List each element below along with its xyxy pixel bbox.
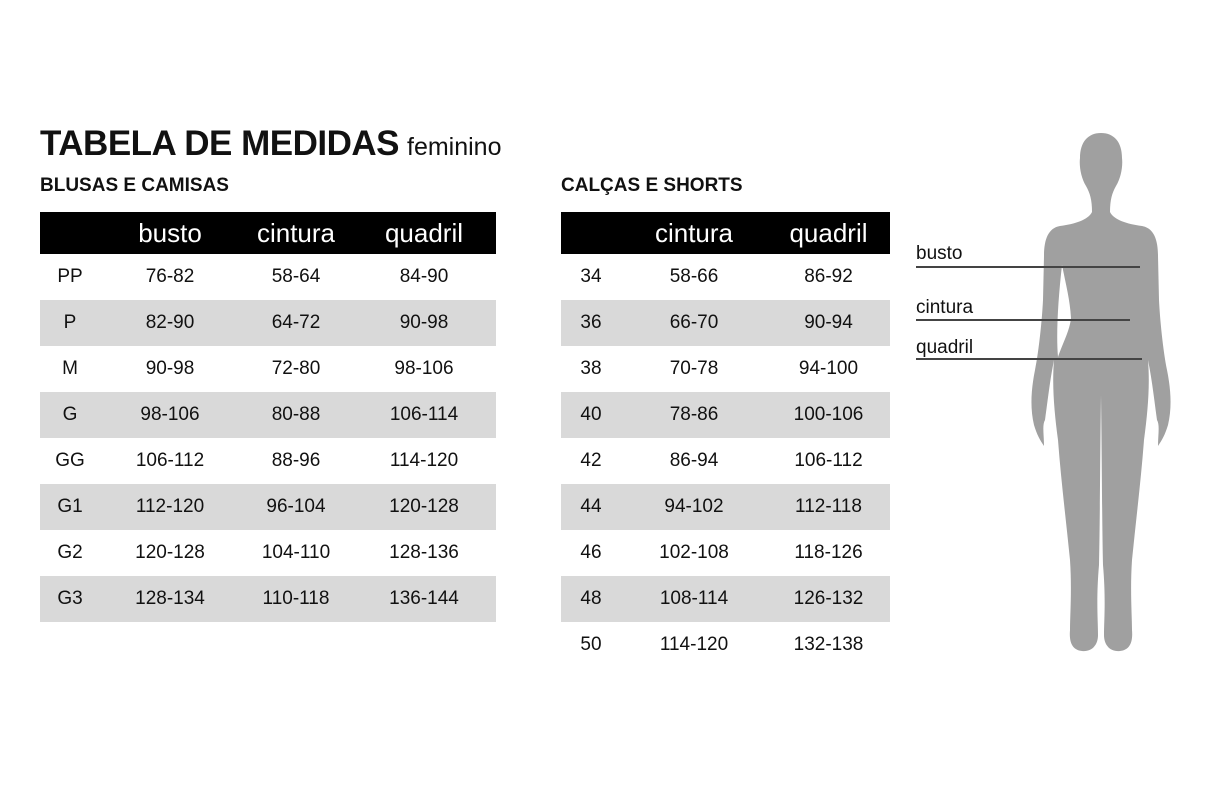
measure-cell: 132-138	[793, 634, 864, 655]
measure-cell: 82-90	[100, 300, 240, 346]
measure-cell: 120-128	[352, 484, 496, 530]
measure-cell: 126-132	[767, 576, 890, 622]
table-row: 40 78-86 100-106	[561, 392, 890, 438]
measure-cell: 90-94	[767, 300, 890, 346]
table-row: 42 86-94 106-112	[561, 438, 890, 484]
size-cell: 48	[561, 576, 621, 622]
measure-cell: 86-94	[669, 450, 719, 471]
column-header	[40, 212, 100, 254]
measure-cell: 100-106	[767, 392, 890, 438]
measure-cell: 104-110	[261, 542, 331, 563]
table-row: 44 94-102 112-118	[561, 484, 890, 530]
measure-cell: 106-114	[352, 392, 496, 438]
column-header: cintura	[621, 212, 767, 254]
measure-cell: 94-100	[798, 358, 859, 379]
table-row: GG 106-112 88-96 114-120	[40, 438, 496, 484]
size-cell: G2	[57, 542, 83, 563]
title-main: TABELA DE MEDIDAS	[40, 124, 400, 163]
measure-cell: 80-88	[240, 392, 352, 438]
table-row: 36 66-70 90-94	[561, 300, 890, 346]
measure-cell: 86-92	[804, 266, 853, 287]
cintura-line	[916, 319, 1130, 321]
page-title: TABELA DE MEDIDAS feminino	[40, 124, 502, 164]
table-row: M 90-98 72-80 98-106	[40, 346, 496, 392]
measure-cell: 94-102	[621, 484, 767, 530]
table-row: G2 120-128 104-110 128-136	[40, 530, 496, 576]
size-cell: 34	[580, 266, 602, 287]
size-cell: 44	[561, 484, 621, 530]
measure-cell: 66-70	[621, 300, 767, 346]
column-header: busto	[100, 212, 240, 254]
measure-cell: 84-90	[399, 266, 449, 287]
measure-cell: 110-118	[240, 576, 352, 622]
quadril-line	[916, 358, 1142, 360]
size-cell: 36	[561, 300, 621, 346]
size-cell: 40	[561, 392, 621, 438]
size-cell: 42	[580, 450, 602, 471]
measure-cell: 72-80	[271, 358, 321, 379]
title-sub: feminino	[407, 133, 502, 161]
measure-cell: 106-112	[794, 450, 863, 471]
figure-label-quadril: quadril	[916, 337, 974, 358]
size-cell: G3	[40, 576, 100, 622]
measure-cell: 96-104	[240, 484, 352, 530]
table-row: G 98-106 80-88 106-114	[40, 392, 496, 438]
size-cell: 38	[580, 358, 602, 379]
measure-cell: 108-114	[621, 576, 767, 622]
tops-size-table: busto cintura quadril PP 76-82 58-64 84-90 P 82-…	[40, 212, 496, 622]
measure-cell: 106-112	[135, 450, 205, 471]
busto-line	[916, 266, 1140, 268]
measure-cell: 88-96	[271, 450, 321, 471]
column-header	[561, 212, 621, 254]
figure-label-busto: busto	[916, 243, 963, 264]
size-cell: 46	[580, 542, 602, 563]
body-shape	[1031, 133, 1171, 652]
measure-cell: 120-128	[135, 542, 205, 563]
tops-heading: BLUSAS E CAMISAS	[40, 175, 229, 196]
table-row: 38 70-78 94-100	[561, 346, 890, 392]
table-row: G3 128-134 110-118 136-144	[40, 576, 496, 622]
size-cell: G	[40, 392, 100, 438]
figure-label-cintura: cintura	[916, 297, 974, 318]
size-cell: P	[40, 300, 100, 346]
measure-cell: 98-106	[100, 392, 240, 438]
measure-cell: 114-120	[389, 450, 459, 471]
table-row: G1 112-120 96-104 120-128	[40, 484, 496, 530]
column-header: quadril	[352, 212, 496, 254]
measure-cell: 98-106	[394, 358, 454, 379]
table-row: 50 114-120 132-138	[561, 622, 890, 668]
size-cell: GG	[55, 450, 85, 471]
measure-cell: 76-82	[145, 266, 195, 287]
measure-cell: 78-86	[621, 392, 767, 438]
measure-cell: 102-108	[659, 542, 729, 563]
size-cell: G1	[40, 484, 100, 530]
measure-cell: 112-120	[100, 484, 240, 530]
table-row: PP 76-82 58-64 84-90	[40, 254, 496, 300]
size-cell: M	[62, 358, 78, 379]
bottoms-size-table: cintura quadril 34 58-66 86-92 36 66-70 90-94 38…	[561, 212, 890, 668]
column-header: quadril	[767, 212, 890, 254]
measure-cell: 64-72	[240, 300, 352, 346]
bottoms-heading: CALÇAS E SHORTS	[561, 175, 743, 196]
measure-cell: 58-66	[669, 266, 719, 287]
measure-cell: 70-78	[669, 358, 719, 379]
measure-cell: 112-118	[767, 484, 890, 530]
measure-cell: 90-98	[145, 358, 195, 379]
measure-cell: 58-64	[271, 266, 321, 287]
table-row: 46 102-108 118-126	[561, 530, 890, 576]
measure-cell: 114-120	[659, 634, 729, 655]
table-row: 34 58-66 86-92	[561, 254, 890, 300]
column-header: cintura	[240, 212, 352, 254]
size-cell: 50	[580, 634, 602, 655]
measure-cell: 128-134	[100, 576, 240, 622]
table-row: P 82-90 64-72 90-98	[40, 300, 496, 346]
size-cell: PP	[57, 266, 83, 287]
measure-cell: 128-136	[389, 542, 459, 563]
table-row: 48 108-114 126-132	[561, 576, 890, 622]
measure-cell: 118-126	[794, 542, 863, 563]
measure-cell: 136-144	[352, 576, 496, 622]
measure-cell: 90-98	[352, 300, 496, 346]
